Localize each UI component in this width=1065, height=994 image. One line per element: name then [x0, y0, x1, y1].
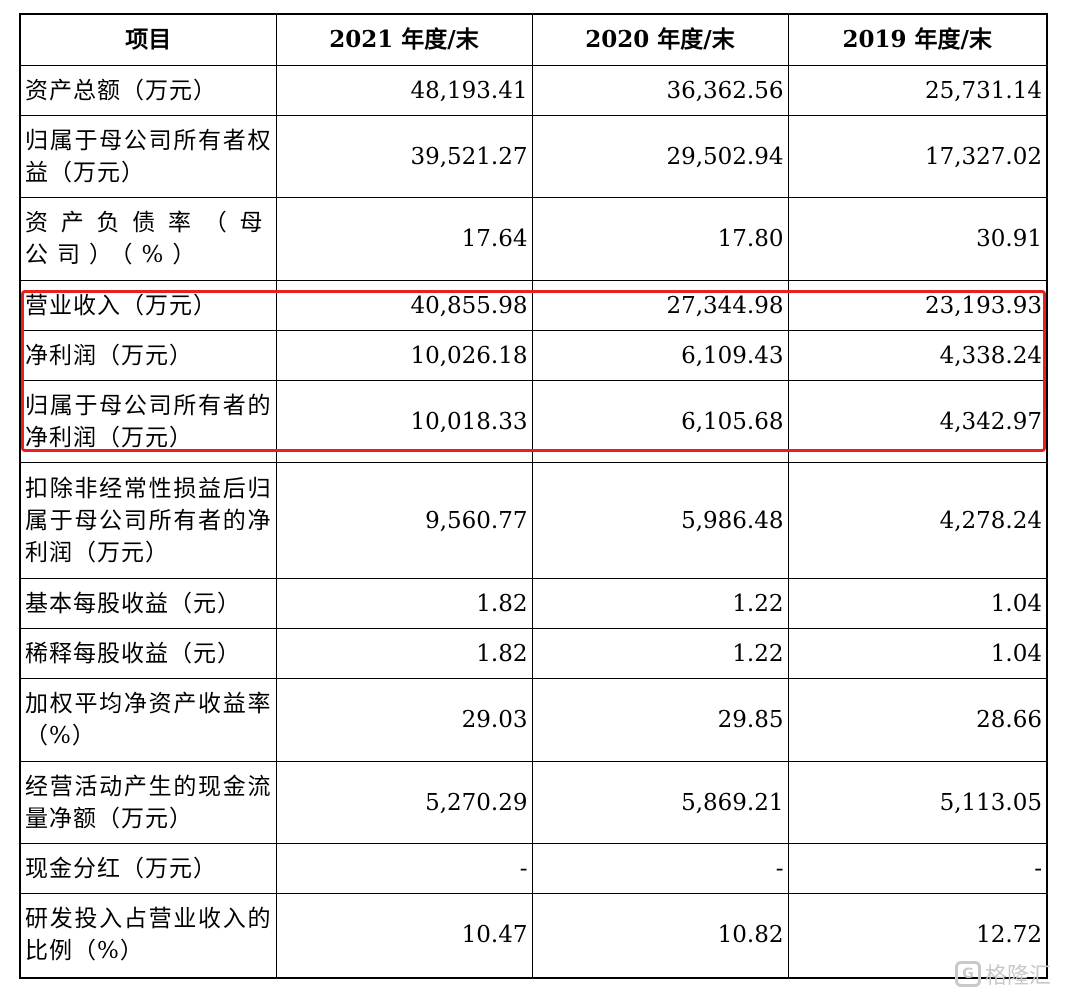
cell-value: 29.85 [531, 678, 789, 762]
table-row: 研发投入占营业收入的比例（%） 10.47 10.82 12.72 [19, 893, 1048, 978]
cell-value: 1.22 [531, 578, 789, 629]
table-row: 归属于母公司所有者的净利润（万元） 10,018.33 6,105.68 4,3… [19, 380, 1048, 463]
table-row: 加权平均净资产收益率（%） 29.03 29.85 28.66 [19, 678, 1048, 762]
watermark-text: 格隆汇 [984, 964, 1051, 989]
header-2021: 2021 年度/末 [275, 13, 533, 66]
row-label: 经营活动产生的现金流量净额（万元） [19, 761, 277, 844]
gelonghui-logo-icon: G [954, 961, 981, 987]
table-row: 营业收入（万元） 40,855.98 27,344.98 23,193.93 [19, 280, 1048, 331]
cell-value: 29,502.94 [531, 115, 789, 198]
row-label: 扣除非经常性损益后归属于母公司所有者的净利润（万元） [19, 462, 277, 579]
row-label: 归属于母公司所有者的净利润（万元） [19, 380, 277, 463]
table-row: 现金分红（万元） - - - [19, 843, 1048, 894]
cell-value: 23,193.93 [787, 280, 1048, 331]
header-2019: 2019 年度/末 [787, 13, 1048, 66]
row-label: 资产总额（万元） [19, 65, 277, 116]
watermark: G 格隆汇 [954, 958, 1051, 990]
financial-data-table: 项目 2021 年度/末 2020 年度/末 2019 年度/末 资产总额（万元… [19, 13, 1048, 979]
row-label: 净利润（万元） [19, 330, 277, 381]
cell-value: 10.82 [531, 893, 789, 978]
cell-value: 17.64 [275, 197, 533, 281]
cell-value: 30.91 [787, 197, 1048, 281]
row-label: 稀释每股收益（元） [19, 628, 277, 679]
cell-value: 29.03 [275, 678, 533, 762]
table-row: 资产总额（万元） 48,193.41 36,362.56 25,731.14 [19, 65, 1048, 116]
cell-value: 17.80 [531, 197, 789, 281]
cell-value: 5,986.48 [531, 462, 789, 579]
table-row: 资产负债率（母公司）（%） 17.64 17.80 30.91 [19, 197, 1048, 281]
table-row: 经营活动产生的现金流量净额（万元） 5,270.29 5,869.21 5,11… [19, 761, 1048, 844]
cell-value: 5,869.21 [531, 761, 789, 844]
cell-value: 10,026.18 [275, 330, 533, 381]
table-row: 归属于母公司所有者权益（万元） 39,521.27 29,502.94 17,3… [19, 115, 1048, 198]
row-label: 营业收入（万元） [19, 280, 277, 331]
cell-value: 6,109.43 [531, 330, 789, 381]
row-label: 现金分红（万元） [19, 843, 277, 894]
cell-value: 10,018.33 [275, 380, 533, 463]
cell-value: 28.66 [787, 678, 1048, 762]
header-2020: 2020 年度/末 [531, 13, 789, 66]
cell-value: 9,560.77 [275, 462, 533, 579]
cell-value: 1.04 [787, 628, 1048, 679]
cell-value: 10.47 [275, 893, 533, 978]
cell-value: - [275, 843, 533, 894]
cell-value: 4,278.24 [787, 462, 1048, 579]
cell-value: - [531, 843, 789, 894]
cell-value: 27,344.98 [531, 280, 789, 331]
cell-value: 1.82 [275, 628, 533, 679]
cell-value: 25,731.14 [787, 65, 1048, 116]
cell-value: 1.82 [275, 578, 533, 629]
table-row: 稀释每股收益（元） 1.82 1.22 1.04 [19, 628, 1048, 679]
cell-value: 1.04 [787, 578, 1048, 629]
table-row: 扣除非经常性损益后归属于母公司所有者的净利润（万元） 9,560.77 5,98… [19, 462, 1048, 579]
cell-value: 6,105.68 [531, 380, 789, 463]
cell-value: 36,362.56 [531, 65, 789, 116]
cell-value: 5,113.05 [787, 761, 1048, 844]
row-label: 归属于母公司所有者权益（万元） [19, 115, 277, 198]
row-label: 研发投入占营业收入的比例（%） [19, 893, 277, 978]
cell-value: 17,327.02 [787, 115, 1048, 198]
cell-value: 1.22 [531, 628, 789, 679]
table-header-row: 项目 2021 年度/末 2020 年度/末 2019 年度/末 [19, 13, 1048, 66]
cell-value: 40,855.98 [275, 280, 533, 331]
row-label: 基本每股收益（元） [19, 578, 277, 629]
cell-value: 12.72 [787, 893, 1048, 978]
cell-value: 48,193.41 [275, 65, 533, 116]
table-row: 净利润（万元） 10,026.18 6,109.43 4,338.24 [19, 330, 1048, 381]
cell-value: - [787, 843, 1048, 894]
table-row: 基本每股收益（元） 1.82 1.22 1.04 [19, 578, 1048, 629]
header-item: 项目 [19, 13, 277, 66]
cell-value: 5,270.29 [275, 761, 533, 844]
cell-value: 4,338.24 [787, 330, 1048, 381]
cell-value: 39,521.27 [275, 115, 533, 198]
cell-value: 4,342.97 [787, 380, 1048, 463]
row-label: 资产负债率（母公司）（%） [19, 197, 277, 281]
row-label: 加权平均净资产收益率（%） [19, 678, 277, 762]
